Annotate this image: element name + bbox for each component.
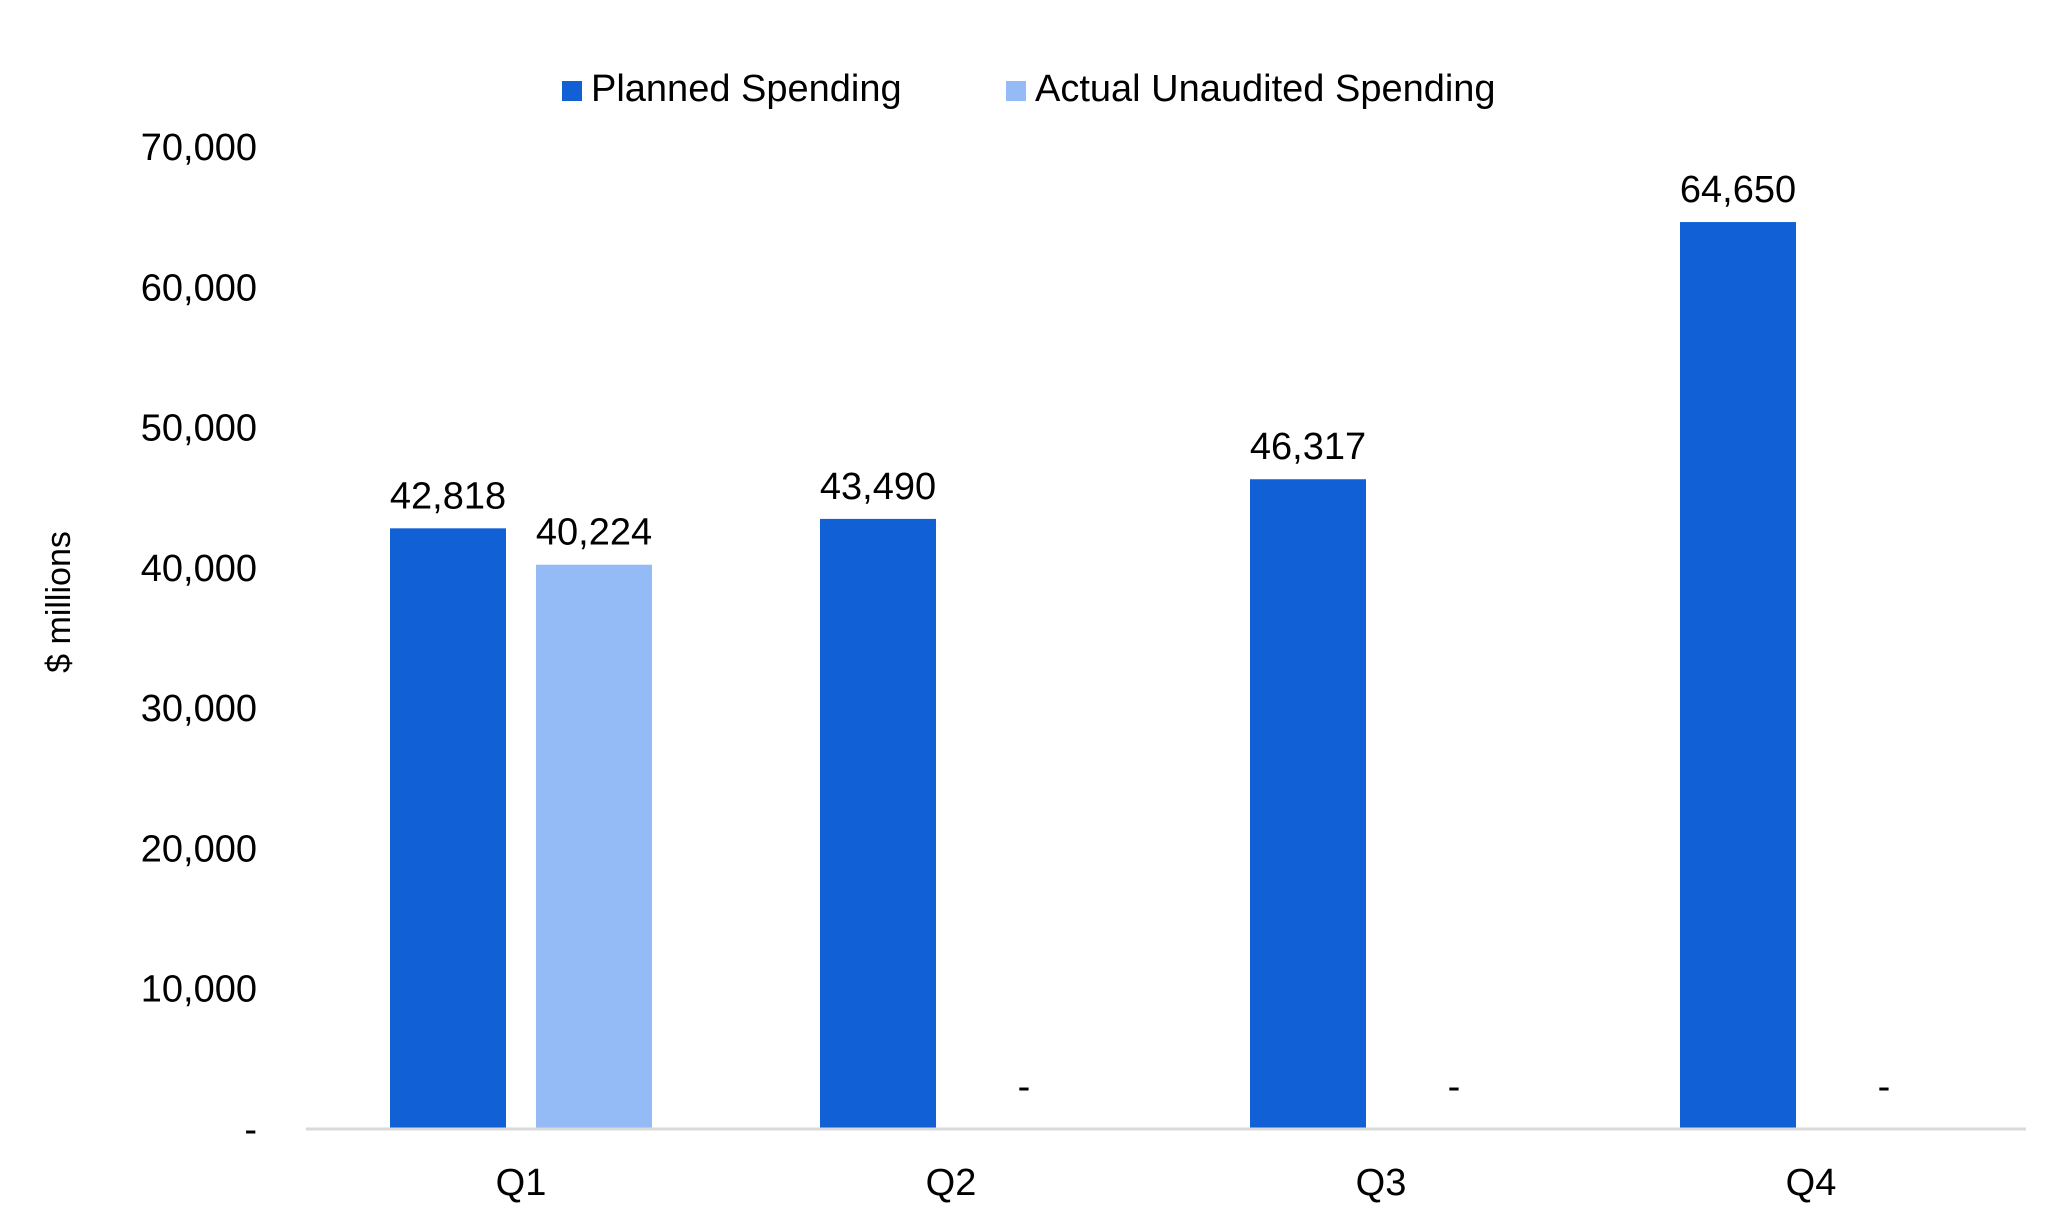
bar-planned-q4 — [1680, 222, 1796, 1129]
legend-label-actual: Actual Unaudited Spending — [1035, 68, 1496, 110]
bars — [390, 222, 1796, 1129]
y-tick-label: - — [244, 1109, 257, 1151]
value-label: - — [1448, 1066, 1461, 1108]
y-axis-ticks: - 10,000 20,000 30,000 40,000 50,000 60,000 70,… — [141, 127, 257, 1151]
x-tick-label: Q1 — [496, 1162, 547, 1204]
x-tick-label: Q2 — [926, 1162, 977, 1204]
value-label: - — [1878, 1066, 1891, 1108]
legend: Planned Spending Actual Unaudited Spendi… — [562, 68, 1496, 110]
bar-planned-q1 — [390, 528, 506, 1129]
legend-label-planned: Planned Spending — [591, 68, 902, 110]
y-tick-label: 40,000 — [141, 548, 257, 590]
value-label: 40,224 — [536, 512, 652, 554]
y-tick-label: 70,000 — [141, 127, 257, 169]
y-tick-label: 20,000 — [141, 828, 257, 870]
bar-planned-q3 — [1250, 479, 1366, 1129]
value-labels: 42,818 40,224 43,490 - 46,317 - 64,650 - — [390, 169, 1890, 1108]
y-tick-label: 60,000 — [141, 267, 257, 309]
bar-planned-q2 — [820, 518, 936, 1129]
x-axis-ticks: Q1 Q2 Q3 Q4 — [496, 1162, 1837, 1204]
value-label: 46,317 — [1250, 426, 1366, 468]
y-tick-label: 10,000 — [141, 969, 257, 1011]
bar-actual-q1 — [536, 564, 652, 1129]
value-label: 42,818 — [390, 475, 506, 517]
value-label: - — [1018, 1066, 1031, 1108]
value-label: 43,490 — [820, 466, 936, 508]
value-label: 64,650 — [1680, 169, 1796, 211]
x-tick-label: Q4 — [1786, 1162, 1837, 1204]
y-tick-label: 50,000 — [141, 408, 257, 450]
x-tick-label: Q3 — [1356, 1162, 1407, 1204]
y-tick-label: 30,000 — [141, 688, 257, 730]
y-axis-title: $ millions — [40, 531, 78, 673]
legend-swatch-actual — [1006, 81, 1026, 101]
legend-swatch-planned — [562, 81, 582, 101]
